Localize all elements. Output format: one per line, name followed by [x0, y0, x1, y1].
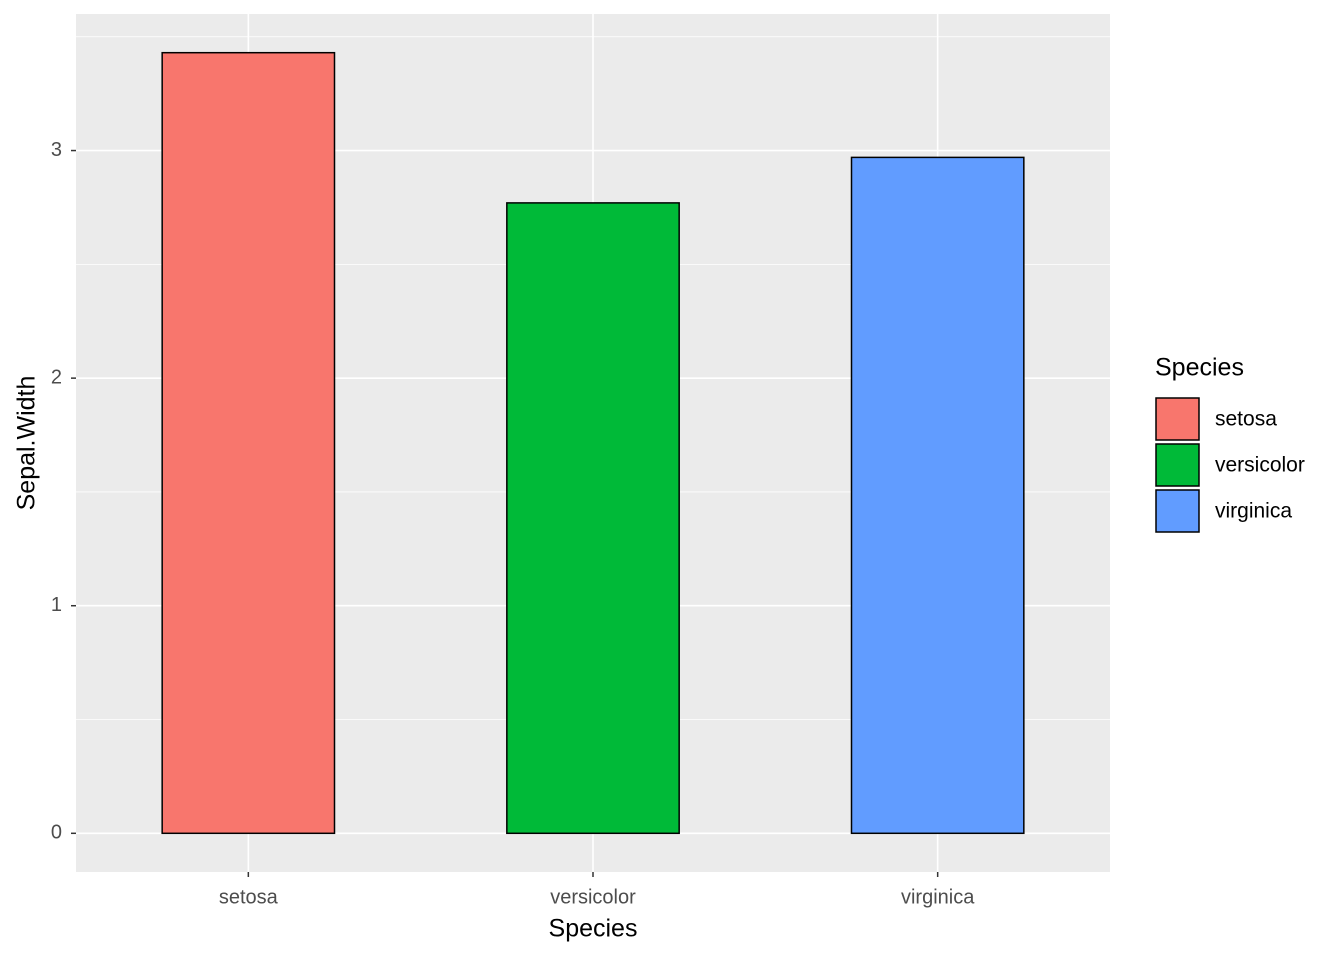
legend-label: virginica: [1215, 500, 1292, 523]
legend-key: [1155, 397, 1200, 441]
bar: [506, 202, 680, 835]
x-tick-label: virginica: [901, 886, 975, 908]
y-tick-label: 3: [51, 139, 62, 161]
bar: [850, 156, 1025, 835]
legend-title: Species: [1155, 354, 1244, 382]
bar: [161, 51, 336, 835]
legend-key: [1155, 489, 1200, 533]
x-axis-title: Species: [549, 915, 638, 943]
legend-label: versicolor: [1215, 454, 1305, 477]
y-tick-label: 1: [51, 594, 62, 616]
legend-key: [1155, 443, 1200, 487]
y-tick-label: 2: [51, 366, 62, 388]
x-tick-label: setosa: [219, 886, 279, 908]
legend-label: setosa: [1215, 408, 1277, 431]
x-tick-label: versicolor: [550, 886, 636, 908]
y-tick-label: 0: [51, 822, 62, 844]
y-axis-title: Sepal.Width: [13, 376, 41, 511]
